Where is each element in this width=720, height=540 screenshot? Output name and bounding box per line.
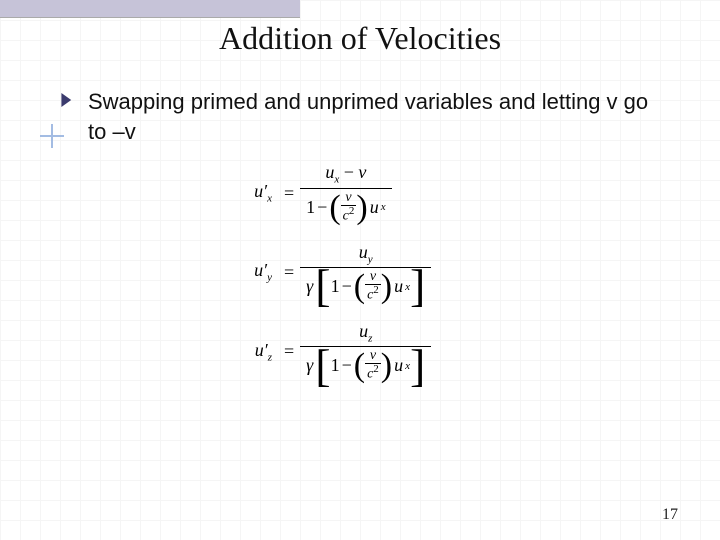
equation-uz: u′z = uz γ [ 1 − ( v <box>230 319 490 384</box>
subscript-x: x <box>381 201 386 213</box>
var-u: u <box>359 321 368 341</box>
var-v: v <box>358 162 366 182</box>
var-u: u <box>394 355 403 376</box>
var-u: u <box>359 242 368 262</box>
subscript-y: y <box>267 272 272 284</box>
var-u: u <box>325 162 334 182</box>
subscript-z: z <box>368 332 372 344</box>
digit-one: 1 <box>331 355 340 376</box>
var-gamma: γ <box>306 355 313 376</box>
accent-bar <box>0 0 300 18</box>
bullet-item: Swapping primed and unprimed variables a… <box>60 87 670 146</box>
var-v: v <box>368 270 378 284</box>
minus-sign: − <box>344 162 354 182</box>
chevron-right-icon <box>60 93 74 107</box>
subscript-z: z <box>268 351 272 363</box>
exp-two: 2 <box>349 205 355 217</box>
equals-sign: = <box>278 262 300 283</box>
subscript-y: y <box>368 253 373 265</box>
var-u: u <box>370 197 379 218</box>
var-v: v <box>343 191 353 205</box>
page-number: 17 <box>662 506 678 524</box>
bullet-text: Swapping primed and unprimed variables a… <box>88 89 648 144</box>
bullet-list: Swapping primed and unprimed variables a… <box>0 57 720 146</box>
minus-sign: − <box>342 355 352 376</box>
minus-sign: − <box>317 197 327 218</box>
exp-two: 2 <box>373 284 379 296</box>
var-u: u <box>394 276 403 297</box>
var-u: u <box>254 181 263 201</box>
equals-sign: = <box>278 183 300 204</box>
subscript-x: x <box>334 174 339 186</box>
var-gamma: γ <box>306 276 313 297</box>
equations-block: u′x = ux − v 1 − ( v c2 ) <box>230 160 490 384</box>
digit-one: 1 <box>331 276 340 297</box>
subscript-x: x <box>267 193 272 205</box>
equals-sign: = <box>278 341 300 362</box>
var-u: u <box>255 340 264 360</box>
equation-uy: u′y = uy γ [ 1 − ( v <box>230 240 490 305</box>
minus-sign: − <box>342 276 352 297</box>
var-v: v <box>368 349 378 363</box>
exp-two: 2 <box>373 363 379 375</box>
equation-ux: u′x = ux − v 1 − ( v c2 ) <box>230 160 490 225</box>
var-u: u <box>254 260 263 280</box>
digit-one: 1 <box>306 197 315 218</box>
